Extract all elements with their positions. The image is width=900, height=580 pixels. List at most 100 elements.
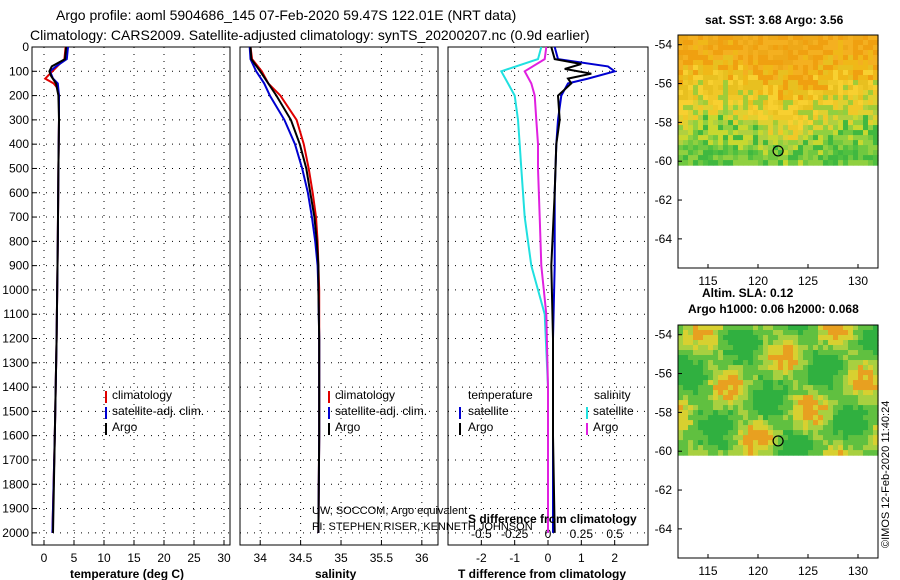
- map-cell: [873, 150, 879, 156]
- map-cell: [678, 335, 684, 341]
- map-cell: [858, 95, 864, 101]
- map-cell: [853, 385, 859, 391]
- map-cell: [768, 100, 774, 106]
- map-cell: [818, 95, 824, 101]
- map-cell: [743, 65, 749, 71]
- map-cell: [823, 350, 829, 356]
- map-cell: [833, 415, 839, 421]
- map-cell: [698, 70, 704, 76]
- map-cell: [798, 120, 804, 126]
- map-cell: [728, 380, 734, 386]
- map-cell: [728, 325, 734, 331]
- map-cell: [853, 445, 859, 451]
- map-cell: [743, 335, 749, 341]
- map-cell: [813, 415, 819, 421]
- map-cell: [798, 345, 804, 351]
- map-cell: [868, 115, 874, 121]
- map-cell: [803, 420, 809, 426]
- map-cell: [748, 105, 754, 111]
- map-cell: [728, 160, 734, 166]
- map-cell: [828, 120, 834, 126]
- map-cell: [778, 105, 784, 111]
- map-cell: [843, 50, 849, 56]
- map-cell: [788, 400, 794, 406]
- map-cell: [863, 40, 869, 46]
- map-cell: [683, 105, 689, 111]
- map-cell: [838, 365, 844, 371]
- map-cell: [703, 45, 709, 51]
- map-cell: [688, 110, 694, 116]
- map-cell: [788, 160, 794, 166]
- map-cell: [873, 375, 879, 381]
- map-cell: [873, 115, 879, 121]
- map-cell: [743, 90, 749, 96]
- map-cell: [808, 400, 814, 406]
- map-cell: [798, 50, 804, 56]
- map-cell: [728, 85, 734, 91]
- map-cell: [688, 90, 694, 96]
- map-cell: [778, 135, 784, 141]
- map-cell: [833, 95, 839, 101]
- map-cell: [758, 135, 764, 141]
- map-cell: [848, 120, 854, 126]
- map-cell: [838, 135, 844, 141]
- map-cell: [793, 155, 799, 161]
- map-cell: [678, 100, 684, 106]
- map-cell: [763, 115, 769, 121]
- map-cell: [838, 435, 844, 441]
- map-cell: [793, 355, 799, 361]
- map-cell: [838, 340, 844, 346]
- map-cell: [813, 440, 819, 446]
- map-cell: [713, 395, 719, 401]
- map-cell: [708, 35, 714, 41]
- map-cell: [848, 450, 854, 456]
- map-cell: [688, 380, 694, 386]
- map-cell: [733, 150, 739, 156]
- map-cell: [793, 430, 799, 436]
- map-cell: [823, 140, 829, 146]
- map-cell: [828, 330, 834, 336]
- map-cell: [858, 435, 864, 441]
- map-cell: [808, 155, 814, 161]
- map-cell: [733, 110, 739, 116]
- map-cell: [703, 145, 709, 151]
- map-cell: [803, 330, 809, 336]
- map-cell: [683, 360, 689, 366]
- map-cell: [853, 450, 859, 456]
- map-cell: [748, 150, 754, 156]
- map-cell: [683, 35, 689, 41]
- map-cell: [798, 40, 804, 46]
- map-cell: [833, 100, 839, 106]
- map-cell: [853, 85, 859, 91]
- difference-panel: -2 -1 0 1 2-0.5 -0.25 0 0.25 0.5 T difference fr…: [447, 46, 649, 580]
- map-cell: [788, 335, 794, 341]
- map-cell: [698, 375, 704, 381]
- map-cell: [863, 105, 869, 111]
- series-line-salinity-satellite: [499, 46, 549, 533]
- map-cell: [873, 50, 879, 56]
- map-cell: [768, 160, 774, 166]
- map-cell: [703, 80, 709, 86]
- map-cell: [828, 415, 834, 421]
- map-cell: [818, 425, 824, 431]
- map-cell: [873, 390, 879, 396]
- map-cell: [793, 410, 799, 416]
- map-cell: [708, 335, 714, 341]
- map-cell: [783, 125, 789, 131]
- map-cell: [778, 35, 784, 41]
- map-cell: [703, 390, 709, 396]
- map-cell: [783, 90, 789, 96]
- map-cell: [788, 105, 794, 111]
- map-cell: [863, 85, 869, 91]
- map-cell: [788, 345, 794, 351]
- map-cell: [713, 90, 719, 96]
- map-cell: [683, 330, 689, 336]
- map-cell: [763, 120, 769, 126]
- map-cell: [758, 415, 764, 421]
- map-cell: [778, 335, 784, 341]
- map-cell: [823, 355, 829, 361]
- x-tick-label: 25: [187, 551, 201, 565]
- map-cell: [823, 430, 829, 436]
- map-cell: [868, 145, 874, 151]
- map-cell: [723, 340, 729, 346]
